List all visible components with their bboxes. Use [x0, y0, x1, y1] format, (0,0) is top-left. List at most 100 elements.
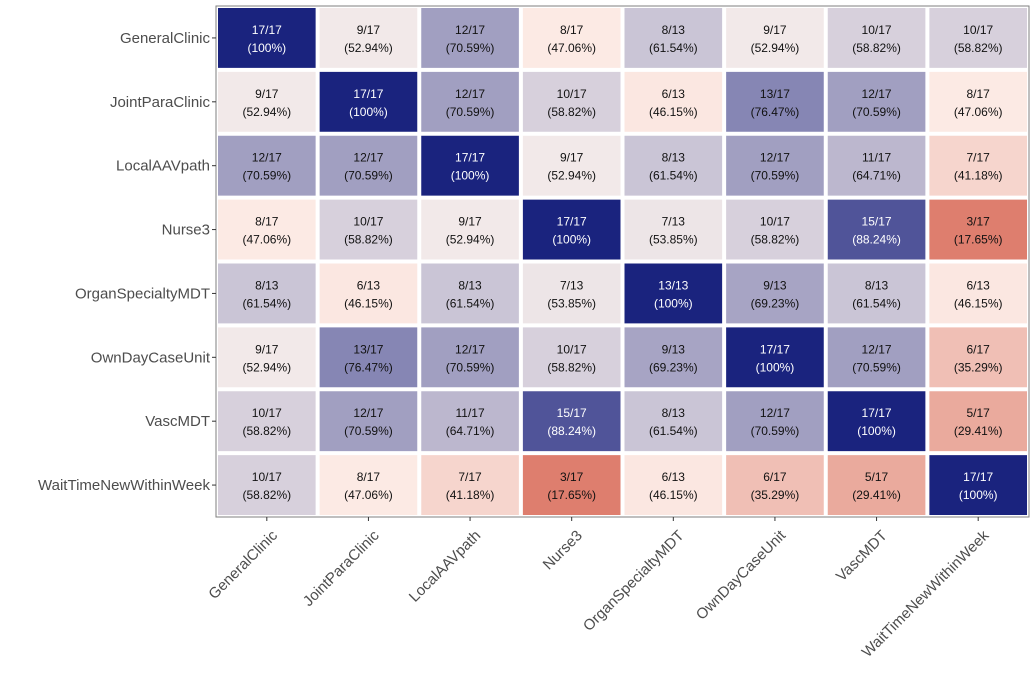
cell-count-label: 10/17 — [557, 87, 587, 101]
cell-percent-label: (100%) — [552, 233, 591, 247]
heatmap-cell — [929, 71, 1028, 132]
cell-percent-label: (35.29%) — [954, 360, 1003, 374]
y-tick-label: Nurse3 — [162, 222, 210, 239]
cell-percent-label: (61.54%) — [852, 296, 901, 310]
heatmap-cell — [218, 327, 316, 388]
y-tick-label: OwnDayCaseUnit — [91, 349, 211, 366]
x-tick-label: VascMDT — [833, 527, 891, 585]
cell-count-label: 8/17 — [560, 23, 584, 37]
cell-percent-label: (41.18%) — [954, 169, 1003, 183]
cell-percent-label: (70.59%) — [446, 360, 495, 374]
cell-count-label: 6/17 — [763, 470, 787, 484]
cell-count-label: 8/17 — [967, 87, 991, 101]
cell-percent-label: (70.59%) — [751, 424, 800, 438]
cell-count-label: 9/17 — [357, 23, 381, 37]
cell-percent-label: (69.23%) — [751, 296, 800, 310]
heatmap-cell — [726, 135, 824, 196]
cell-count-label: 8/17 — [357, 470, 381, 484]
cell-count-label: 10/17 — [252, 406, 282, 420]
cell-percent-label: (52.94%) — [242, 105, 291, 119]
heatmap-cell — [929, 135, 1028, 196]
heatmap-cells: 17/17 (100%) 9/17 (52.94%) 12/17 (70.59%) 8/17… — [218, 8, 1028, 516]
heatmap-cell — [522, 263, 621, 324]
cell-count-label: 9/13 — [763, 278, 787, 292]
cell-count-label: 8/13 — [458, 278, 482, 292]
heatmap-cell — [421, 135, 519, 196]
cell-percent-label: (58.82%) — [242, 424, 291, 438]
cell-count-label: 6/17 — [967, 342, 991, 356]
cell-count-label: 7/13 — [662, 215, 686, 229]
heatmap-cell — [421, 8, 519, 68]
cell-count-label: 13/17 — [353, 342, 383, 356]
heatmap-cell — [726, 391, 824, 452]
heatmap-cell — [827, 199, 926, 260]
heatmap-cell — [218, 71, 316, 132]
heatmap-cell — [522, 391, 621, 452]
cell-count-label: 12/17 — [455, 23, 485, 37]
cell-count-label: 12/17 — [862, 87, 892, 101]
heatmap-cell — [624, 263, 723, 324]
y-tick-label: WaitTimeNewWithinWeek — [38, 477, 210, 494]
cell-count-label: 8/13 — [255, 278, 279, 292]
heatmap-cell — [522, 8, 621, 68]
cell-percent-label: (100%) — [756, 360, 795, 374]
cell-count-label: 6/13 — [967, 278, 991, 292]
cell-percent-label: (58.82%) — [547, 360, 596, 374]
cell-count-label: 9/17 — [255, 87, 279, 101]
heatmap-cell — [421, 391, 519, 452]
heatmap-cell — [319, 135, 418, 196]
cell-count-label: 8/13 — [865, 278, 889, 292]
heatmap-cell — [827, 135, 926, 196]
cell-percent-label: (46.15%) — [649, 488, 698, 502]
cell-count-label: 7/13 — [560, 278, 584, 292]
cell-count-label: 15/17 — [557, 406, 587, 420]
heatmap-cell — [726, 263, 824, 324]
heatmap-cell — [522, 455, 621, 516]
cell-percent-label: (41.18%) — [446, 488, 495, 502]
cell-count-label: 15/17 — [862, 215, 892, 229]
cell-count-label: 8/13 — [662, 406, 686, 420]
cell-percent-label: (58.82%) — [751, 233, 800, 247]
x-tick-label: LocalAAVpath — [406, 527, 484, 605]
x-tick-label: OrganSpecialtyMDT — [580, 527, 688, 635]
cell-count-label: 17/17 — [760, 342, 790, 356]
cell-count-label: 9/17 — [560, 151, 584, 165]
cell-percent-label: (52.94%) — [446, 233, 495, 247]
heatmap-cell — [624, 8, 723, 68]
cell-percent-label: (47.06%) — [954, 105, 1003, 119]
heatmap-cell — [218, 455, 316, 516]
x-tick-label: GeneralClinic — [205, 527, 281, 603]
heatmap-cell — [827, 263, 926, 324]
heatmap-cell — [319, 263, 418, 324]
cell-percent-label: (61.54%) — [649, 41, 698, 55]
cell-percent-label: (52.94%) — [344, 41, 393, 55]
heatmap-cell — [827, 8, 926, 68]
heatmap-cell — [319, 391, 418, 452]
heatmap-cell — [624, 135, 723, 196]
cell-count-label: 12/17 — [760, 151, 790, 165]
cell-count-label: 11/17 — [862, 151, 891, 165]
cell-percent-label: (70.59%) — [751, 169, 800, 183]
heatmap-cell — [522, 135, 621, 196]
cell-percent-label: (100%) — [654, 296, 693, 310]
cell-percent-label: (100%) — [247, 41, 286, 55]
cell-percent-label: (70.59%) — [242, 169, 291, 183]
heatmap-cell — [522, 327, 621, 388]
cell-percent-label: (47.06%) — [344, 488, 393, 502]
x-tick-label: JointParaClinic — [300, 527, 383, 610]
heatmap-cell — [421, 199, 519, 260]
cell-percent-label: (46.15%) — [344, 296, 393, 310]
cell-count-label: 12/17 — [353, 406, 383, 420]
cell-count-label: 12/17 — [252, 151, 282, 165]
heatmap-cell — [827, 391, 926, 452]
cell-percent-label: (47.06%) — [242, 233, 291, 247]
cell-count-label: 8/13 — [662, 23, 686, 37]
cell-percent-label: (88.24%) — [547, 424, 596, 438]
heatmap-cell — [421, 263, 519, 324]
cell-count-label: 9/17 — [255, 342, 279, 356]
cell-count-label: 6/13 — [662, 87, 686, 101]
cell-percent-label: (58.82%) — [344, 233, 393, 247]
cell-count-label: 13/17 — [760, 87, 790, 101]
heatmap-cell — [319, 455, 418, 516]
heatmap-cell — [827, 455, 926, 516]
